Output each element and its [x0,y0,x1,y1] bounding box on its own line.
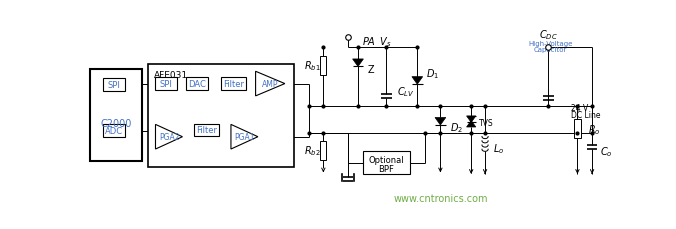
Text: SPI: SPI [160,80,172,89]
Bar [320,141,327,160]
Text: $L_o$: $L_o$ [493,142,504,155]
Text: $PA\_V_s$: $PA\_V_s$ [362,35,391,49]
Bar [364,152,410,175]
Text: $R_{b2}$: $R_{b2}$ [304,143,321,157]
Text: Z: Z [367,65,374,75]
Text: AFE031: AFE031 [154,70,188,79]
Text: $D_2$: $D_2$ [450,120,462,134]
Bar [194,124,218,136]
Polygon shape [412,77,422,85]
Text: TVS: TVS [479,119,493,128]
Text: SPI: SPI [107,81,120,90]
Text: Optional: Optional [368,155,404,164]
Text: BPF: BPF [379,164,394,173]
Bar [187,78,208,90]
Text: 24 V: 24 V [571,104,589,112]
Bar [320,57,327,76]
Text: Capacitor: Capacitor [534,47,567,53]
Text: $D_1$: $D_1$ [426,67,439,80]
Bar [103,79,124,91]
Text: PGA2: PGA2 [159,133,180,142]
Text: High-Voltage: High-Voltage [529,41,573,46]
Text: Filter: Filter [196,126,217,135]
Bar [155,78,177,90]
Text: $R_o$: $R_o$ [588,123,601,136]
Text: $C_{DC}$: $C_{DC}$ [539,28,558,42]
Text: Filter: Filter [223,80,244,89]
Text: $C_o$: $C_o$ [600,145,612,158]
Bar [148,64,294,167]
Bar [103,125,124,137]
Bar [90,70,142,162]
Polygon shape [466,121,476,128]
Polygon shape [353,60,364,67]
Text: PGA1: PGA1 [235,133,255,142]
Text: $R_{b1}$: $R_{b1}$ [304,59,321,73]
Polygon shape [466,116,476,123]
Polygon shape [435,118,445,125]
Text: www.cntronics.com: www.cntronics.com [393,193,487,203]
Text: DC Line: DC Line [571,110,601,119]
Text: ADC: ADC [105,126,123,136]
Text: C2000: C2000 [100,118,132,128]
Bar [575,120,581,139]
Text: AMP: AMP [262,80,279,89]
Bar [221,78,245,90]
Text: $C_{LV}$: $C_{LV}$ [397,85,415,99]
Text: DAC: DAC [188,80,206,89]
